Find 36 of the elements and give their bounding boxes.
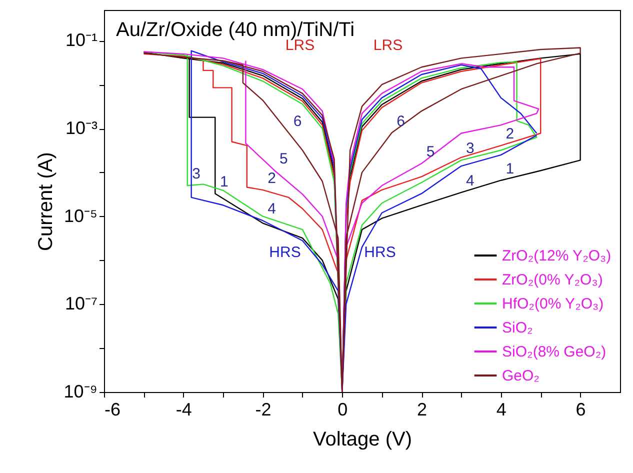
y-tick-label: 10⁻¹ (65, 30, 98, 50)
legend-label: ZrO₂(12% Y₂O₃) (502, 248, 612, 264)
annotation: HRS (269, 244, 301, 261)
annotation: 1 (220, 174, 228, 191)
legend-label: GeO₂ (502, 368, 540, 384)
legend-label: SiO₂ (502, 320, 534, 336)
annotation: 6 (293, 112, 302, 130)
chart-title: Au/Zr/Oxide (40 nm)/TiN/Ti (116, 19, 355, 41)
legend-label: SiO₂(8% GeO₂) (502, 344, 606, 360)
y-tick-label: 10⁻⁵ (64, 206, 98, 226)
x-tick-label: -4 (176, 400, 192, 420)
x-axis-title: Voltage (V) (313, 428, 412, 450)
annotation: 3 (192, 166, 201, 183)
legend-label: HfO₂(0% Y₂O₃) (502, 296, 604, 312)
x-tick-label: -6 (104, 400, 121, 420)
x-tick-label: 0 (338, 400, 348, 420)
annotation: 5 (426, 143, 435, 160)
annotation: 2 (268, 170, 276, 187)
annotation: LRS (373, 37, 403, 54)
annotation: 4 (466, 172, 474, 190)
annotation: 1 (506, 160, 514, 178)
y-tick-label: 10⁻³ (65, 118, 98, 138)
x-tick-label: 6 (576, 400, 586, 420)
annotation: 5 (280, 150, 288, 168)
legend-label: ZrO₂(0% Y₂O₃) (502, 272, 603, 288)
annotation: 4 (268, 200, 276, 218)
x-tick-label: -2 (255, 400, 272, 420)
annotation: 6 (396, 112, 405, 130)
annotation: HRS (364, 244, 396, 261)
x-tick-label: 2 (417, 400, 428, 420)
x-tick-label: 4 (496, 400, 506, 420)
annotation: 3 (466, 140, 474, 158)
annotation: 2 (506, 126, 514, 143)
y-tick-label: 10⁻⁹ (64, 382, 98, 402)
y-axis-title: Current (A) (34, 152, 57, 251)
y-tick-label: 10⁻⁷ (64, 294, 98, 314)
